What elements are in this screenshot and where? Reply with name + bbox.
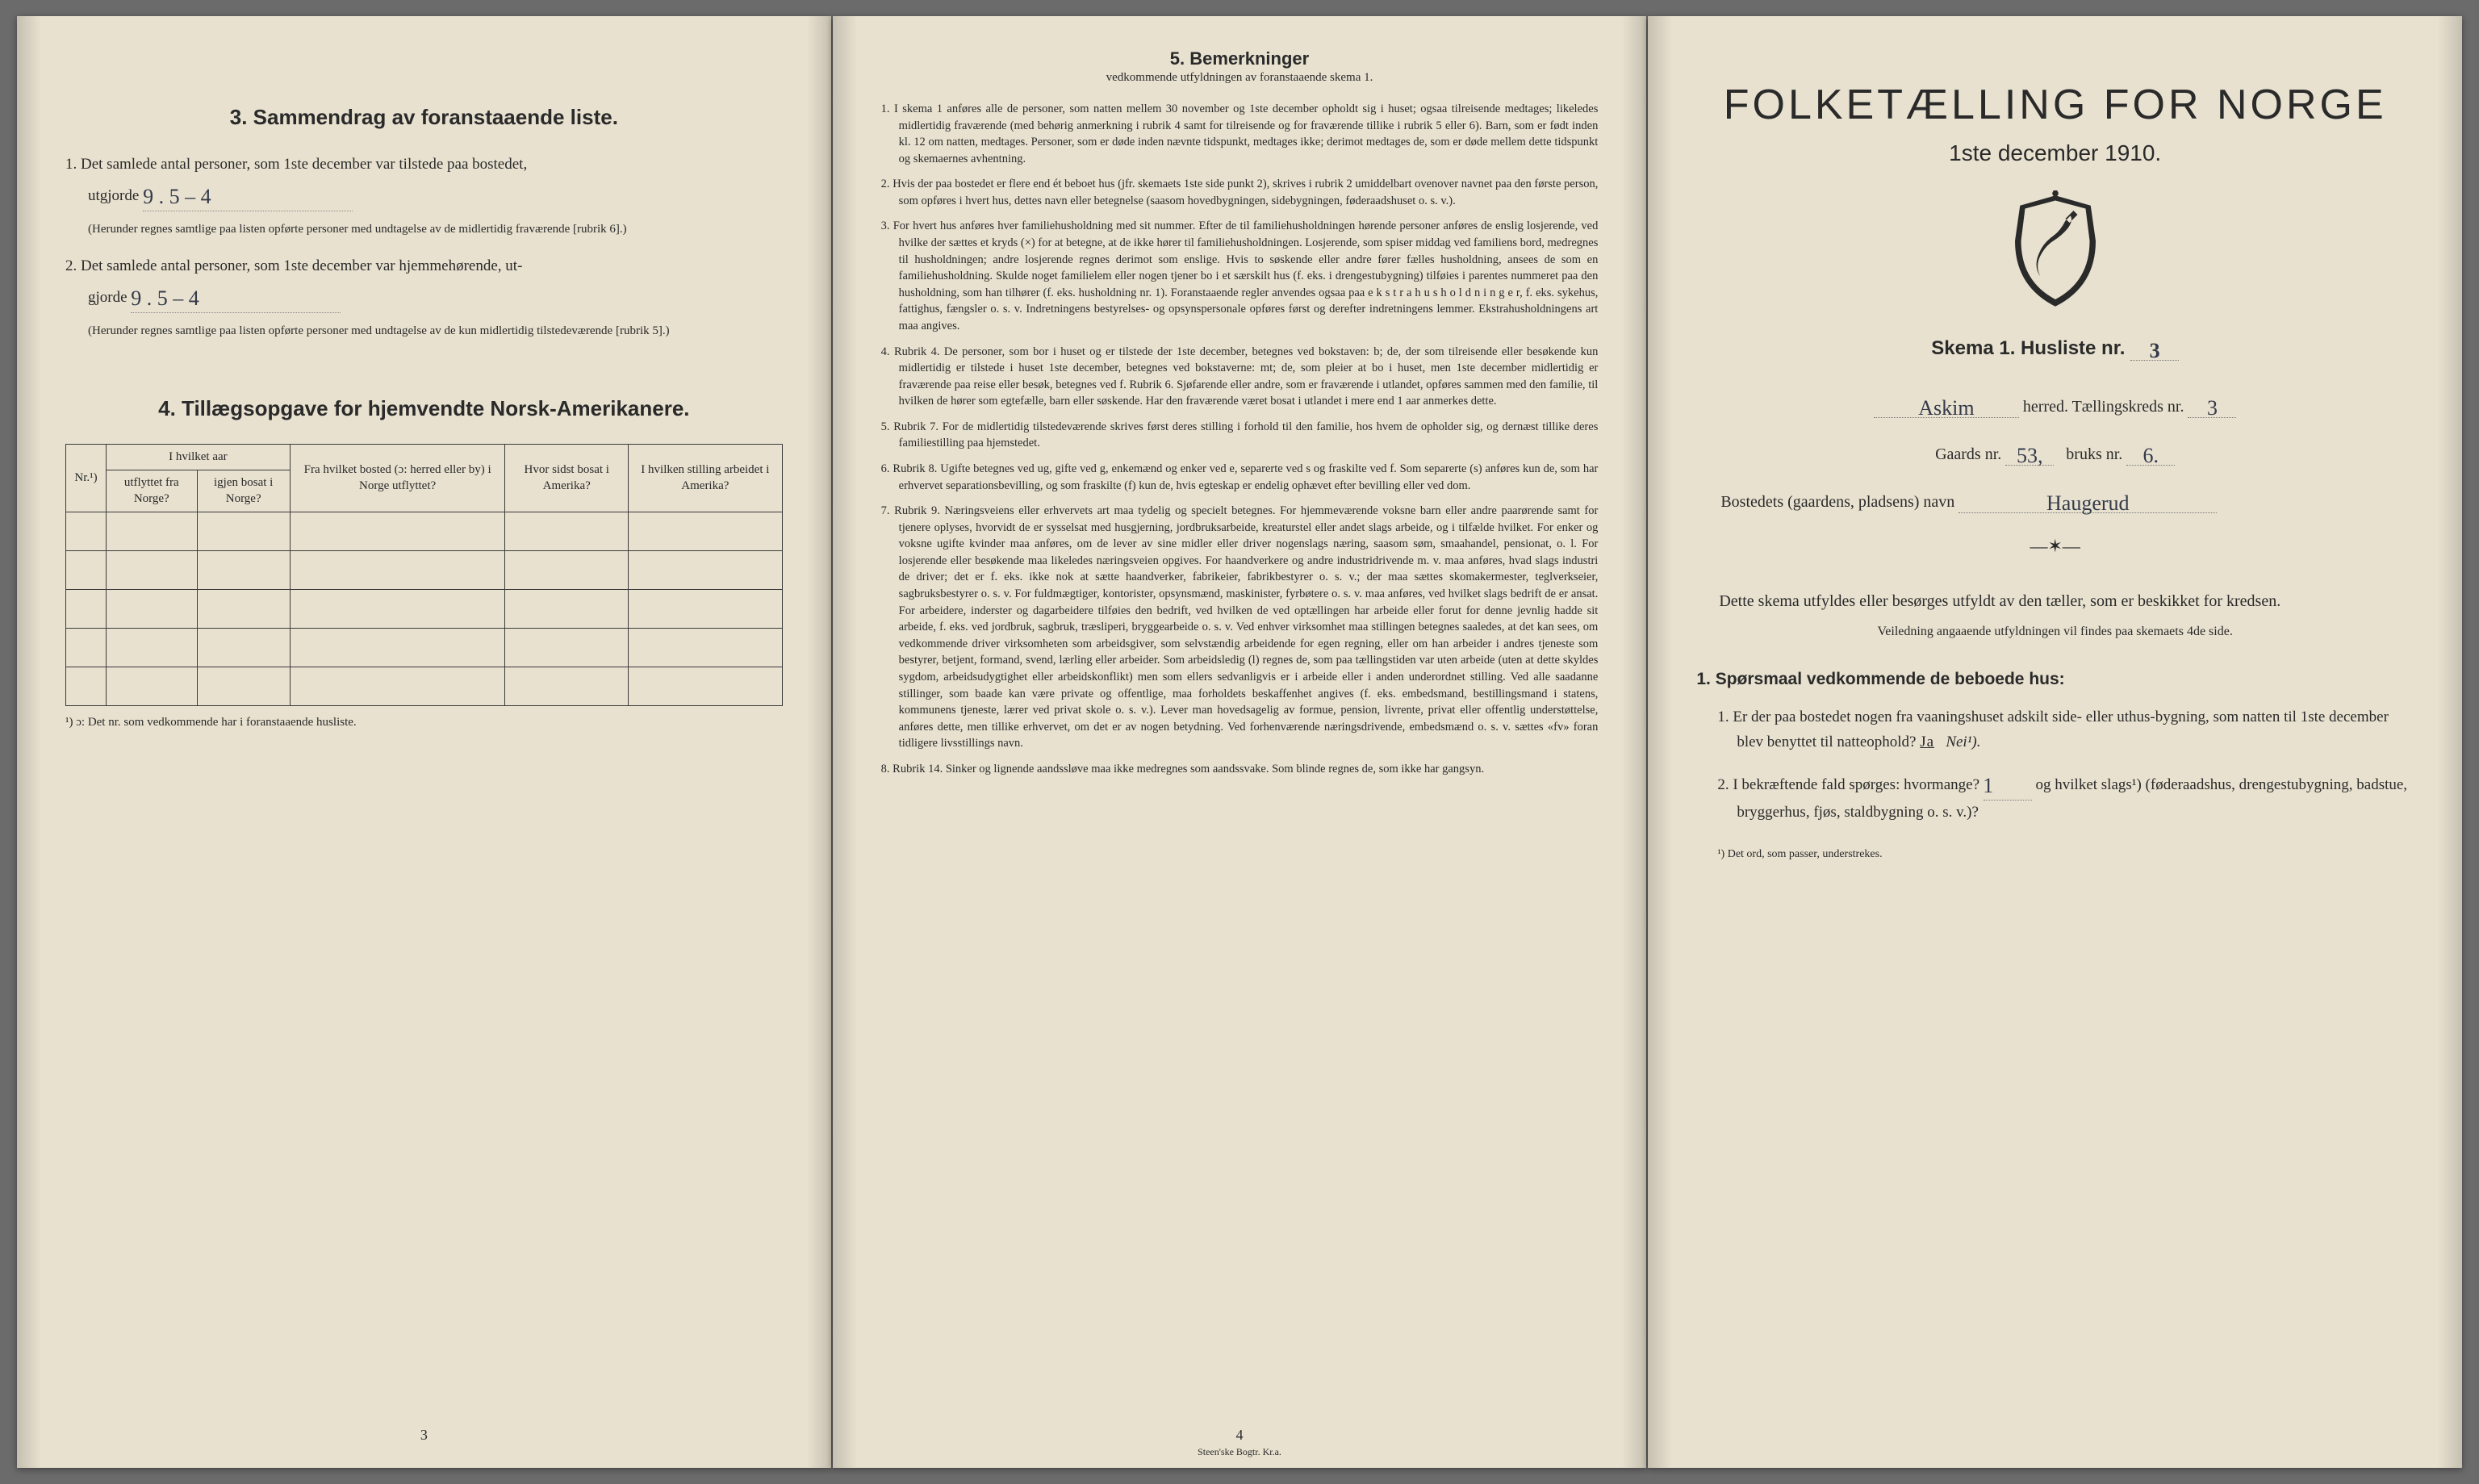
item1-text-a: 1. Det samlede antal personer, som 1ste … <box>65 156 527 173</box>
page-4: 5. Bemerkninger vedkommende utfyldningen… <box>833 16 1647 1468</box>
page-number-3: 3 <box>420 1427 428 1444</box>
item2-text-a: 2. Det samlede antal personer, som 1ste … <box>65 257 522 274</box>
remark-3: 3. For hvert hus anføres hver familiehus… <box>881 218 1599 334</box>
remark-4: 4. Rubrik 4. De personer, som bor i huse… <box>881 344 1599 410</box>
bosted-row: Bostedets (gaardens, pladsens) navn Haug… <box>1696 488 2414 513</box>
bosted-label: Bostedets (gaardens, pladsens) navn <box>1720 493 1954 511</box>
printer-imprint: Steen'ske Bogtr. Kr.a. <box>1198 1446 1281 1458</box>
remark-7: 7. Rubrik 9. Næringsveiens eller erhverv… <box>881 503 1599 752</box>
emigrant-table-body <box>66 512 783 706</box>
remark-5: 5. Rubrik 7. For de midlertidig tilstede… <box>881 419 1599 452</box>
section-5-title: 5. Bemerkninger <box>881 48 1599 69</box>
census-date: 1ste december 1910. <box>1696 140 2414 166</box>
cover-footnote: ¹) Det ord, som passer, understrekes. <box>1696 846 2414 863</box>
col-position: I hvilken stilling arbeidet i Amerika? <box>629 444 783 512</box>
table-row <box>66 512 783 551</box>
summary-item-2: 2. Det samlede antal personer, som 1ste … <box>65 254 783 313</box>
cover-body: Dette skema utfyldes eller besørges utfy… <box>1696 589 2414 863</box>
question-1: 1. Er der paa bostedet nogen fra vaaning… <box>1696 705 2414 755</box>
kreds-nr: 3 <box>2207 396 2218 420</box>
page-number-4: 4 <box>1236 1427 1244 1444</box>
remark-1: 1. I skema 1 anføres alle de personer, s… <box>881 101 1599 167</box>
section-3-title: 3. Sammendrag av foranstaaende liste. <box>65 105 783 130</box>
remark-2: 2. Hvis der paa bostedet er flere end ét… <box>881 176 1599 209</box>
question-heading: 1. Spørsmaal vedkommende de beboede hus: <box>1696 667 2414 693</box>
col-where: Hvor sidst bosat i Amerika? <box>505 444 629 512</box>
bruks-label: bruks nr. <box>2066 445 2122 463</box>
body-guidance: Veiledning angaaende utfyldningen vil fi… <box>1696 622 2414 642</box>
page-1-cover: FOLKETÆLLING FOR NORGE 1ste december 191… <box>1648 16 2462 1468</box>
norway-coat-of-arms-icon <box>2003 190 2108 311</box>
three-page-spread: 3. Sammendrag av foranstaaende liste. 1.… <box>17 16 2462 1468</box>
item1-handwritten-value: 9 . 5 – 4 <box>143 180 211 214</box>
bruks-nr: 6. <box>2143 444 2159 468</box>
page-3: 3. Sammendrag av foranstaaende liste. 1.… <box>17 16 831 1468</box>
item1-text-b: utgjorde <box>88 187 139 204</box>
q1-nei: Nei¹). <box>1946 734 1980 750</box>
col-from: Fra hvilket bosted (ɔ: herred eller by) … <box>290 444 505 512</box>
divider-icon: ―✶― <box>1696 536 2414 557</box>
herred-value: Askim <box>1918 396 1974 420</box>
skema-line: Skema 1. Husliste nr. 3 <box>1696 336 2414 361</box>
summary-item-1: 1. Det samlede antal personer, som 1ste … <box>65 153 783 211</box>
table-row <box>66 551 783 590</box>
item2-handwritten-value: 9 . 5 – 4 <box>131 282 199 316</box>
remark-6: 6. Rubrik 8. Ugifte betegnes ved ug, gif… <box>881 461 1599 494</box>
table-row <box>66 667 783 706</box>
col-returned: igjen bosat i Norge? <box>197 470 290 512</box>
item2-text-b: gjorde <box>88 289 128 306</box>
gaards-nr: 53, <box>2017 444 2043 468</box>
body-lead: Dette skema utfyldes eller besørges utfy… <box>1696 589 2414 614</box>
q2-text-a: 2. I bekræftende fald spørges: hvormange… <box>1717 776 1983 793</box>
table-row <box>66 629 783 667</box>
section-4-title: 4. Tillægsopgave for hjemvendte Norsk-Am… <box>65 396 783 421</box>
item2-note: (Herunder regnes samtlige paa listen opf… <box>88 323 783 340</box>
col-year-group: I hvilket aar <box>107 444 291 470</box>
bosted-value: Haugerud <box>2046 491 2130 516</box>
emigrant-table: Nr.¹) I hvilket aar Fra hvilket bosted (… <box>65 444 783 707</box>
table-row <box>66 590 783 629</box>
census-main-title: FOLKETÆLLING FOR NORGE <box>1696 81 2414 129</box>
q1-ja: Ja <box>1920 734 1934 750</box>
section-5-subtitle: vedkommende utfyldningen av foranstaaend… <box>881 71 1599 85</box>
gaards-label: Gaards nr. <box>1935 445 2001 463</box>
table-footnote: ¹) ɔ: Det nr. som vedkommende har i fora… <box>65 716 783 729</box>
question-2: 2. I bekræftende fald spørges: hvormange… <box>1696 766 2414 825</box>
gaards-row: Gaards nr. 53, bruks nr. 6. <box>1696 441 2414 466</box>
col-nr: Nr.¹) <box>66 444 107 512</box>
remark-8: 8. Rubrik 14. Sinker og lignende aandssl… <box>881 761 1599 778</box>
skema-label: Skema 1. Husliste nr. <box>1931 337 2125 359</box>
herred-row: Askim herred. Tællingskreds nr. 3 <box>1696 393 2414 418</box>
item1-note: (Herunder regnes samtlige paa listen opf… <box>88 221 783 238</box>
husliste-nr: 3 <box>2150 339 2160 363</box>
herred-label: herred. Tællingskreds nr. <box>2023 398 2184 416</box>
col-emigrated: utflyttet fra Norge? <box>107 470 198 512</box>
q1-text: 1. Er der paa bostedet nogen fra vaaning… <box>1717 709 2389 750</box>
